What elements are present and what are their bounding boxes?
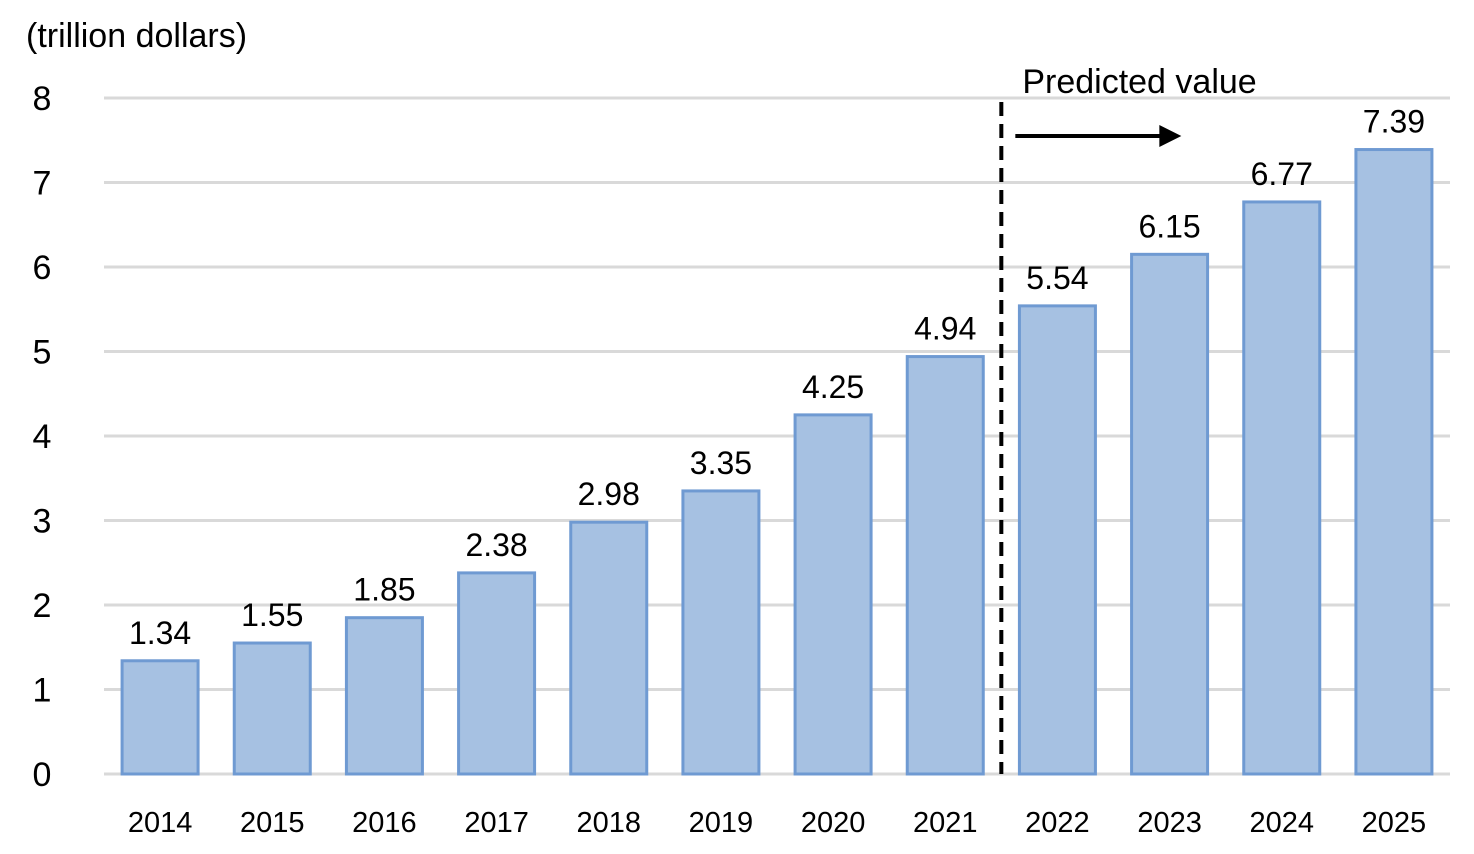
y-tick-label: 4 bbox=[33, 418, 52, 456]
x-tick-label: 2024 bbox=[1249, 807, 1314, 839]
bar bbox=[793, 413, 873, 776]
data-label: 1.55 bbox=[241, 597, 303, 633]
data-label: 2.38 bbox=[465, 527, 527, 563]
data-label: 4.25 bbox=[802, 369, 864, 405]
bar bbox=[1017, 304, 1097, 776]
data-label: 3.35 bbox=[690, 445, 752, 481]
predicted-value-label: Predicted value bbox=[1022, 63, 1256, 101]
y-tick-label: 2 bbox=[33, 587, 52, 625]
data-label: 7.39 bbox=[1363, 104, 1425, 140]
bar bbox=[1242, 200, 1322, 776]
data-labels: 1.34 1.55 1.85 2.38 2.98 3.35 4.25 4.94 5.54 6.15… bbox=[129, 104, 1425, 651]
bar bbox=[569, 520, 649, 776]
gridlines bbox=[104, 96, 1450, 776]
x-tick-label: 2021 bbox=[913, 807, 978, 839]
y-tick-label: 3 bbox=[33, 503, 52, 541]
y-tick-label: 7 bbox=[33, 165, 52, 203]
bar bbox=[681, 489, 761, 776]
x-tick-label: 2023 bbox=[1137, 807, 1202, 839]
data-label: 5.54 bbox=[1026, 260, 1088, 296]
x-tick-label: 2022 bbox=[1025, 807, 1090, 839]
arrow-right-icon bbox=[1159, 125, 1182, 147]
bar bbox=[344, 616, 424, 776]
data-label: 2.98 bbox=[578, 476, 640, 512]
bar bbox=[457, 571, 537, 776]
y-tick-label: 0 bbox=[33, 756, 52, 794]
x-tick-label: 2018 bbox=[576, 807, 641, 839]
y-axis-ticks: 0 1 2 3 4 5 6 7 8 bbox=[33, 80, 52, 794]
bar bbox=[905, 355, 985, 776]
unit-label: (trillion dollars) bbox=[26, 17, 247, 55]
x-tick-label: 2014 bbox=[128, 807, 193, 839]
bar bbox=[120, 659, 200, 776]
y-tick-label: 6 bbox=[33, 249, 52, 287]
data-label: 4.94 bbox=[914, 311, 976, 347]
data-label: 6.77 bbox=[1251, 156, 1313, 192]
bars bbox=[120, 148, 1434, 776]
y-tick-label: 8 bbox=[33, 80, 52, 118]
prediction-annotation: Predicted value bbox=[999, 63, 1257, 774]
x-tick-label: 2016 bbox=[352, 807, 417, 839]
bar bbox=[1354, 148, 1434, 776]
data-label: 1.85 bbox=[353, 572, 415, 608]
x-tick-label: 2017 bbox=[464, 807, 529, 839]
x-tick-label: 2019 bbox=[689, 807, 754, 839]
data-label: 6.15 bbox=[1138, 208, 1200, 244]
y-tick-label: 1 bbox=[33, 672, 52, 710]
x-axis-ticks: 2014 2015 2016 2017 2018 2019 2020 2021 2022 2023… bbox=[128, 807, 1426, 839]
x-tick-label: 2015 bbox=[240, 807, 305, 839]
x-tick-label: 2020 bbox=[801, 807, 866, 839]
y-tick-label: 5 bbox=[33, 334, 52, 372]
bar bbox=[232, 641, 312, 776]
bar bbox=[1130, 252, 1210, 776]
data-label: 1.34 bbox=[129, 615, 191, 651]
x-tick-label: 2025 bbox=[1362, 807, 1427, 839]
